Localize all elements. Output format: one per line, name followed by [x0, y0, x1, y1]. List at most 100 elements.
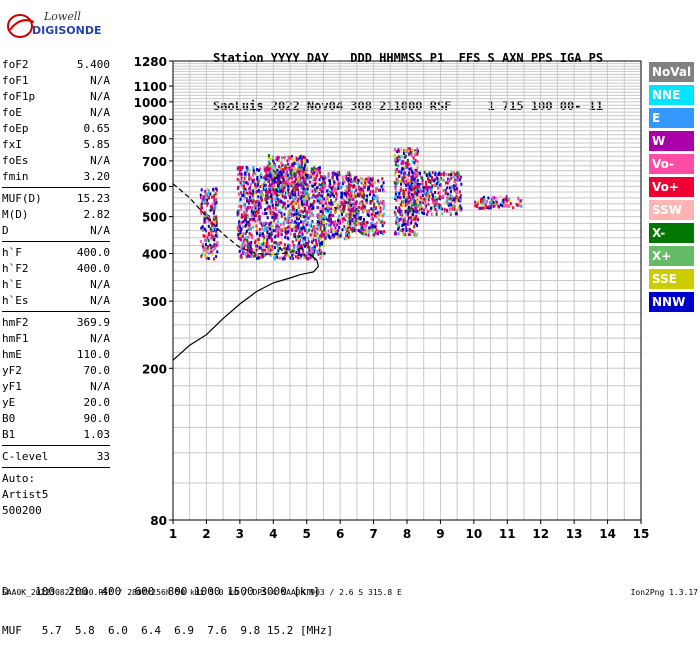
echo-point: [356, 206, 359, 209]
echo-point: [411, 229, 414, 233]
echo-point: [252, 166, 255, 169]
sidebar-row-foe: foE N/A: [2, 105, 110, 121]
echo-point: [259, 167, 262, 171]
echo-point: [340, 201, 343, 205]
echo-point: [347, 186, 350, 190]
echo-point: [286, 226, 289, 229]
echo-point: [240, 191, 243, 195]
echo-point: [413, 202, 416, 206]
echo-point: [315, 243, 318, 247]
echo-point: [322, 224, 325, 228]
echo-point: [376, 214, 379, 218]
echo-point: [298, 253, 301, 257]
echo-point: [270, 186, 273, 190]
echo-point: [282, 201, 285, 205]
echo-point: [259, 204, 262, 207]
echo-point: [290, 173, 293, 177]
echo-point: [280, 161, 283, 165]
echo-point: [249, 189, 252, 193]
echo-point: [372, 196, 374, 200]
echo-point: [272, 188, 275, 192]
echo-point: [269, 205, 272, 209]
echo-point: [313, 245, 316, 249]
echo-point: [287, 157, 290, 161]
echo-point: [308, 196, 311, 200]
echo-point: [453, 198, 456, 202]
echo-point: [446, 199, 449, 203]
echo-point: [501, 200, 503, 204]
echo-point: [315, 238, 317, 242]
echo-point: [323, 174, 326, 178]
echo-point: [244, 255, 247, 259]
echo-point: [238, 220, 241, 224]
echo-point: [278, 256, 281, 260]
echo-point: [415, 233, 418, 237]
legend-item-x: X-: [649, 223, 694, 243]
echo-point: [270, 193, 273, 197]
echo-point: [301, 204, 304, 208]
echo-point: [246, 182, 249, 186]
echo-point: [352, 206, 355, 210]
echo-point: [259, 205, 262, 209]
sidebar-value: N/A: [90, 294, 110, 307]
echo-point: [398, 208, 401, 211]
echo-point: [321, 242, 323, 246]
echo-point: [312, 184, 314, 188]
echo-point: [257, 256, 260, 260]
echo-point: [252, 212, 255, 216]
echo-point: [207, 215, 210, 219]
echo-point: [398, 206, 401, 210]
echo-point: [247, 252, 249, 256]
echo-point: [299, 165, 302, 169]
echo-point: [253, 249, 256, 253]
echo-point: [287, 216, 290, 220]
legend-item-w: W: [649, 131, 694, 151]
echo-point: [304, 162, 307, 166]
sidebar-label: hmE: [2, 348, 22, 361]
echo-point: [431, 212, 434, 216]
echo-point: [377, 232, 380, 236]
echo-point: [331, 221, 334, 225]
echo-point: [259, 219, 262, 223]
echo-point: [238, 179, 241, 183]
echo-point: [280, 189, 283, 193]
echo-point: [349, 222, 352, 225]
echo-point: [342, 202, 345, 206]
echo-point: [381, 201, 384, 205]
echo-point: [417, 211, 420, 215]
echo-point: [210, 251, 213, 254]
echo-point: [378, 204, 381, 208]
echo-point: [351, 212, 354, 216]
echo-point: [276, 194, 278, 198]
sidebar-row-foep: foEp 0.65: [2, 121, 110, 137]
echo-point: [269, 184, 272, 187]
echo-point: [322, 240, 325, 244]
echo-point: [414, 184, 417, 188]
echo-point: [254, 211, 257, 214]
echo-point: [489, 206, 492, 210]
echo-point: [319, 252, 322, 256]
echo-point: [205, 250, 208, 254]
sidebar-value: 400.0: [76, 246, 110, 259]
echo-point: [404, 180, 407, 184]
echo-point: [249, 218, 251, 222]
echo-point: [355, 191, 358, 195]
echo-point: [351, 197, 354, 201]
echo-point: [352, 198, 355, 202]
echo-point: [419, 205, 422, 209]
echo-point: [502, 200, 505, 204]
echo-point: [245, 215, 248, 219]
echo-point: [272, 161, 275, 165]
echo-point: [313, 181, 316, 184]
echo-point: [205, 194, 208, 198]
echo-point: [314, 248, 317, 252]
echo-point: [403, 232, 405, 236]
echo-point: [239, 222, 242, 226]
echo-point: [369, 200, 372, 204]
echo-point: [316, 186, 318, 190]
echo-point: [355, 219, 358, 223]
echo-point: [239, 231, 242, 235]
echo-point: [280, 256, 283, 260]
echo-point: [324, 207, 327, 211]
echo-point: [308, 206, 310, 210]
